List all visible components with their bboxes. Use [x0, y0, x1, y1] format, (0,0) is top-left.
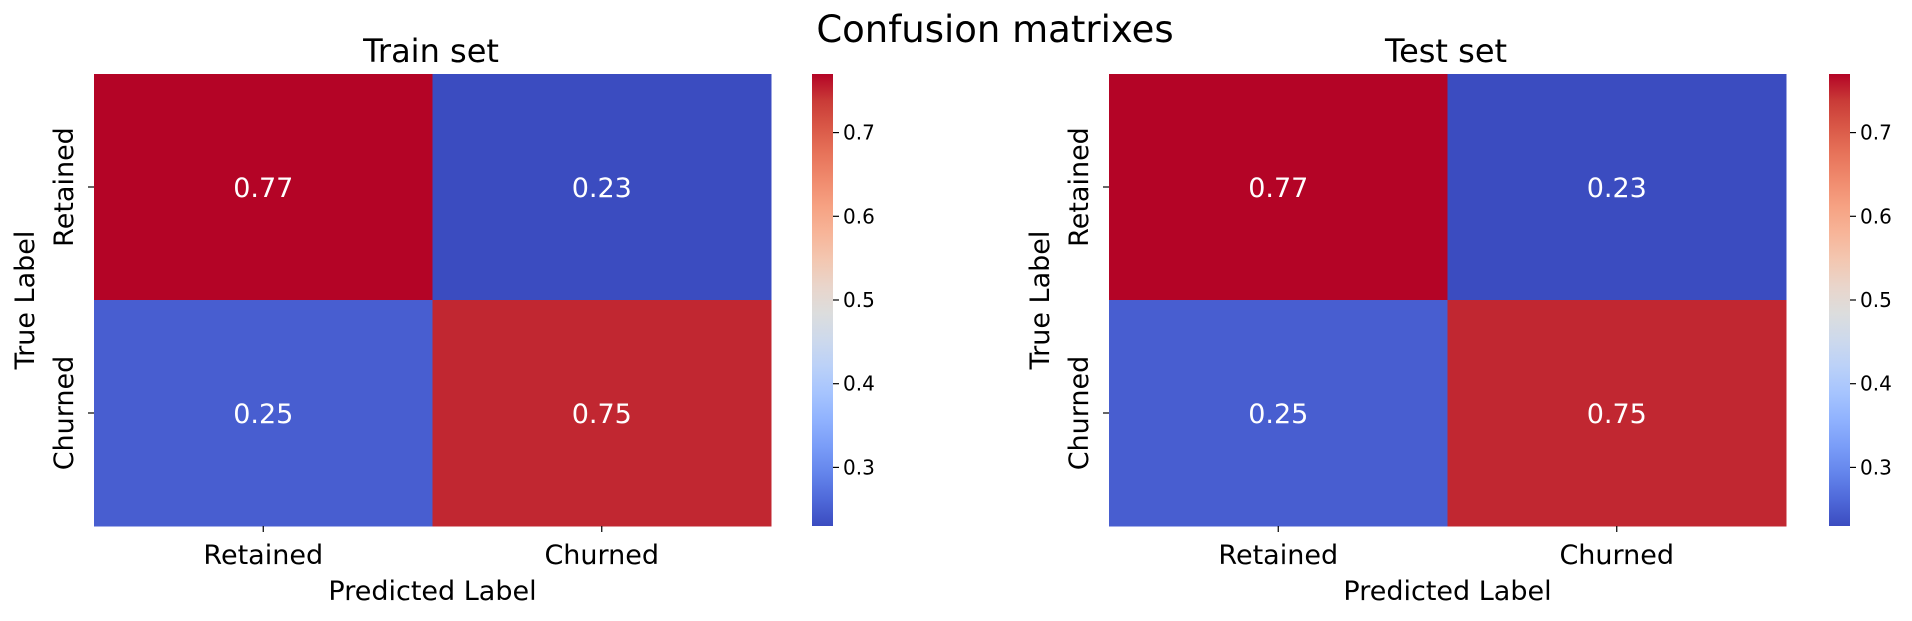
panel-title: Train set	[362, 32, 499, 70]
colorbar-tick-label: 0.3	[1860, 455, 1892, 479]
cell-value-label: 0.25	[1248, 399, 1308, 430]
colorbar-tick-label: 0.7	[843, 121, 875, 145]
y-tick-label: Churned	[1064, 356, 1095, 471]
heatmap-cell	[1109, 74, 1448, 301]
x-axis-label: Predicted Label	[328, 576, 536, 607]
colorbar-tick-label: 0.6	[1860, 204, 1892, 228]
cell-value-label: 0.75	[572, 399, 632, 430]
heatmap-cell	[1447, 300, 1787, 527]
colorbar	[1829, 74, 1850, 526]
colorbar	[812, 74, 833, 526]
cell-value-label: 0.77	[233, 173, 293, 204]
y-tick-label: Churned	[49, 356, 80, 471]
colorbar-tick-label: 0.5	[843, 288, 875, 312]
heatmap-cell	[432, 300, 772, 527]
y-tick-label: Retained	[49, 127, 80, 247]
x-tick-label: Retained	[203, 540, 323, 571]
colorbar-tick-label: 0.3	[843, 455, 875, 479]
cell-value-label: 0.77	[1248, 173, 1308, 204]
y-tick-label: Retained	[1064, 127, 1095, 247]
heatmap-panel-2: Test set 0.77 0.23 0.25 0.75 Retained Churned P…	[1025, 32, 1892, 607]
x-tick-label: Churned	[1559, 540, 1674, 571]
colorbar-tick-label: 0.4	[843, 372, 875, 396]
panel-title: Test set	[1384, 32, 1507, 70]
x-tick-label: Churned	[544, 540, 659, 571]
cell-value-label: 0.23	[572, 173, 632, 204]
y-axis-label: True Label	[1025, 231, 1056, 371]
colorbar-tick-label: 0.7	[1860, 121, 1892, 145]
x-axis-label: Predicted Label	[1343, 576, 1551, 607]
heatmap-cell	[94, 300, 433, 527]
colorbar-tick-label: 0.6	[843, 204, 875, 228]
cell-value-label: 0.25	[233, 399, 293, 430]
colorbar-tick-label: 0.5	[1860, 288, 1892, 312]
heatmap-cell	[1109, 300, 1448, 527]
heatmap-cell	[94, 74, 433, 301]
cell-value-label: 0.75	[1587, 399, 1647, 430]
colorbar-tick-label: 0.4	[1860, 372, 1892, 396]
y-axis-label: True Label	[10, 231, 41, 371]
cell-value-label: 0.23	[1587, 173, 1647, 204]
heatmap-cell	[1447, 74, 1787, 301]
heatmap-cell	[432, 74, 772, 301]
x-tick-label: Retained	[1218, 540, 1338, 571]
figure-title: Confusion matrixes	[816, 8, 1173, 51]
heatmap-panel-1: Train set 0.77 0.23 0.25 0.75 Retained Churned…	[10, 32, 875, 607]
